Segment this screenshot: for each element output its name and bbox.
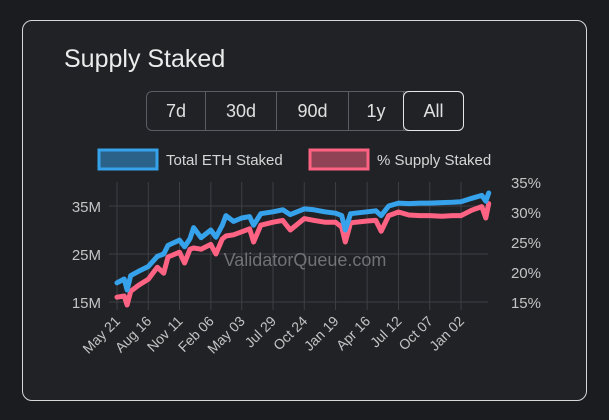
- y-left-tick-label: 35M: [72, 199, 101, 216]
- range-7d-button[interactable]: 7d: [147, 92, 206, 130]
- y-left-tick-label: 25M: [72, 247, 101, 264]
- range-1y-button[interactable]: 1y: [349, 92, 404, 130]
- y-left-tick-label: 15M: [72, 295, 101, 312]
- series-line-supply-pct: [114, 201, 492, 308]
- y-right-tick-label: 20%: [511, 265, 541, 282]
- legend-swatch-supply-pct[interactable]: [308, 148, 370, 171]
- x-tick-label: Jan 02: [426, 313, 467, 354]
- series-line-total-eth: [114, 190, 492, 293]
- chart-title: Supply Staked: [64, 45, 226, 73]
- y-right-tick-label: 15%: [511, 295, 541, 312]
- legend-swatch-total-eth[interactable]: [97, 148, 159, 171]
- range-all-button[interactable]: All: [403, 91, 464, 131]
- y-right-tick-label: 25%: [511, 235, 541, 252]
- legend-label-total-eth[interactable]: Total ETH Staked: [166, 152, 283, 169]
- x-tick-label: Apr 16: [333, 313, 374, 354]
- range-90d-button[interactable]: 90d: [277, 92, 349, 130]
- y-right-tick-label: 30%: [511, 205, 541, 222]
- y-right-tick-label: 35%: [511, 175, 541, 192]
- time-range-selector: 7d 30d 90d 1y All: [146, 91, 464, 131]
- range-30d-button[interactable]: 30d: [206, 92, 277, 130]
- legend: Total ETH Staked % Supply Staked: [97, 148, 491, 171]
- legend-label-supply-pct[interactable]: % Supply Staked: [377, 152, 491, 169]
- watermark: ValidatorQueue.com: [224, 250, 387, 270]
- series-layer: [114, 190, 492, 308]
- x-tick-label: Jan 19: [301, 313, 342, 354]
